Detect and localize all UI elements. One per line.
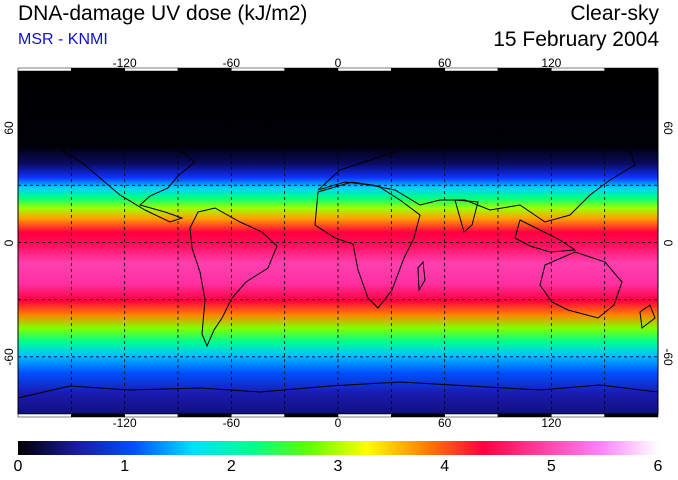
colorbar-tick-label: 2 — [226, 458, 236, 475]
frame-tick-segment — [604, 413, 659, 418]
colorbar-tick-label: 0 — [13, 458, 23, 475]
frame-tick-segment — [391, 67, 445, 72]
longitude-label: 0 — [334, 416, 342, 430]
sky-condition-label: Clear-sky — [570, 2, 659, 25]
longitude-label: 60 — [437, 416, 452, 430]
data-source-label: MSR - KNMI — [18, 31, 108, 48]
frame-ticks — [17, 67, 659, 418]
latitude-label: -60 — [2, 348, 16, 366]
latitude-label: -60 — [661, 348, 675, 366]
frame-tick-segment — [391, 413, 445, 418]
colorbar-tick-label: 6 — [653, 458, 663, 475]
date-label: 15 February 2004 — [493, 28, 659, 51]
latitude-label: 0 — [661, 239, 675, 246]
uv-dose-map — [17, 67, 659, 418]
frame-tick-segment — [17, 413, 72, 418]
colorbar-tick-label: 4 — [440, 458, 450, 475]
longitude-label: -60 — [222, 416, 240, 430]
lat-lon-grid — [18, 71, 658, 414]
longitude-label: -60 — [222, 56, 240, 70]
frame-tick-segment — [17, 67, 72, 72]
colorbar — [18, 441, 658, 455]
colorbar-tick-label: 5 — [546, 458, 556, 475]
latitude-label: 60 — [2, 121, 16, 135]
frame-tick-segment — [444, 67, 499, 72]
map-title: DNA-damage UV dose (kJ/m2) — [18, 2, 308, 25]
latitude-label: 0 — [2, 239, 16, 246]
longitude-label: 60 — [437, 56, 452, 70]
longitude-label: -120 — [112, 56, 137, 70]
frame-tick-segment — [284, 67, 339, 72]
frame-tick-segment — [337, 413, 392, 418]
coastlines — [17, 91, 659, 399]
latitude-label: 60 — [661, 121, 675, 135]
frame-tick-segment — [337, 67, 392, 72]
longitude-label: -120 — [112, 416, 137, 430]
frame-tick-segment — [284, 413, 339, 418]
colorbar-tick-label: 1 — [120, 458, 130, 475]
longitude-label: 120 — [541, 416, 562, 430]
frame-tick-segment — [444, 413, 499, 418]
colorbar-tick-label: 3 — [333, 458, 343, 475]
longitude-label: 120 — [541, 56, 562, 70]
frame-tick-segment — [604, 67, 659, 72]
longitude-label: 0 — [334, 56, 342, 70]
